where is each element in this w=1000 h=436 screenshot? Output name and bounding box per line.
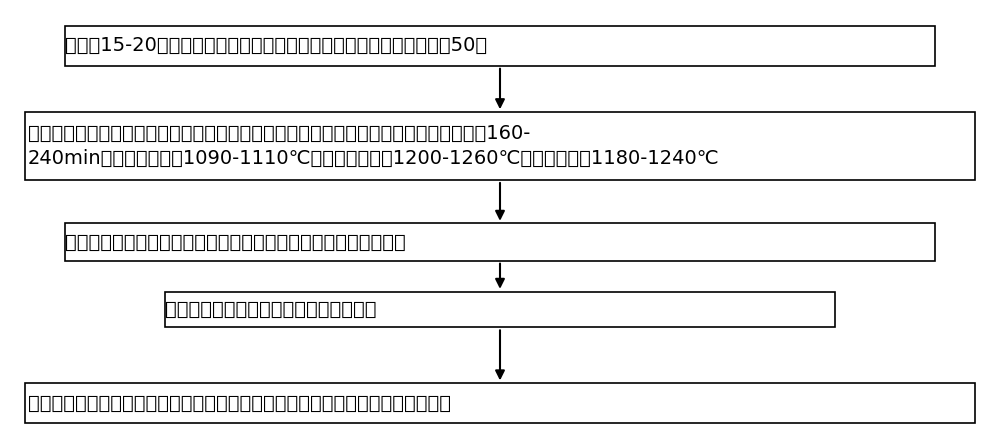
Text: 对粗轧后的低碳铝镇静钢钢坯进行精轧及卷取控制所述低碳铝镇静钢边部氧化铁皮: 对粗轧后的低碳铝镇静钢钢坯进行精轧及卷取控制所述低碳铝镇静钢边部氧化铁皮: [28, 394, 451, 413]
Bar: [65, 26, 935, 66]
Text: 对所述低碳铝镇静钢钢坯进行加热，所述低碳铝镇静钢钢坯在加热炉内总在炉时间控制在160-
240min，一加段末温度1090-1110℃，二加段末温度1200-1: 对所述低碳铝镇静钢钢坯进行加热，所述低碳铝镇静钢钢坯在加热炉内总在炉时间控制在1…: [28, 124, 720, 168]
Bar: [65, 223, 935, 260]
Text: 对初除鳞后的低碳铝镇静钢钢坯进行粗轧: 对初除鳞后的低碳铝镇静钢钢坯进行粗轧: [165, 300, 376, 319]
Text: 先轧制15-20块普材，然后轧制低碳铝镇静钢钢坯，同一辊期数量少于50块: 先轧制15-20块普材，然后轧制低碳铝镇静钢钢坯，同一辊期数量少于50块: [65, 36, 487, 55]
Text: 对加热后的低碳铝镇静钢钢坯进行初除鳞，所述初除鳞为双排除鳞: 对加热后的低碳铝镇静钢钢坯进行初除鳞，所述初除鳞为双排除鳞: [65, 232, 406, 252]
Bar: [25, 383, 975, 423]
Bar: [165, 292, 835, 327]
Bar: [25, 112, 975, 180]
